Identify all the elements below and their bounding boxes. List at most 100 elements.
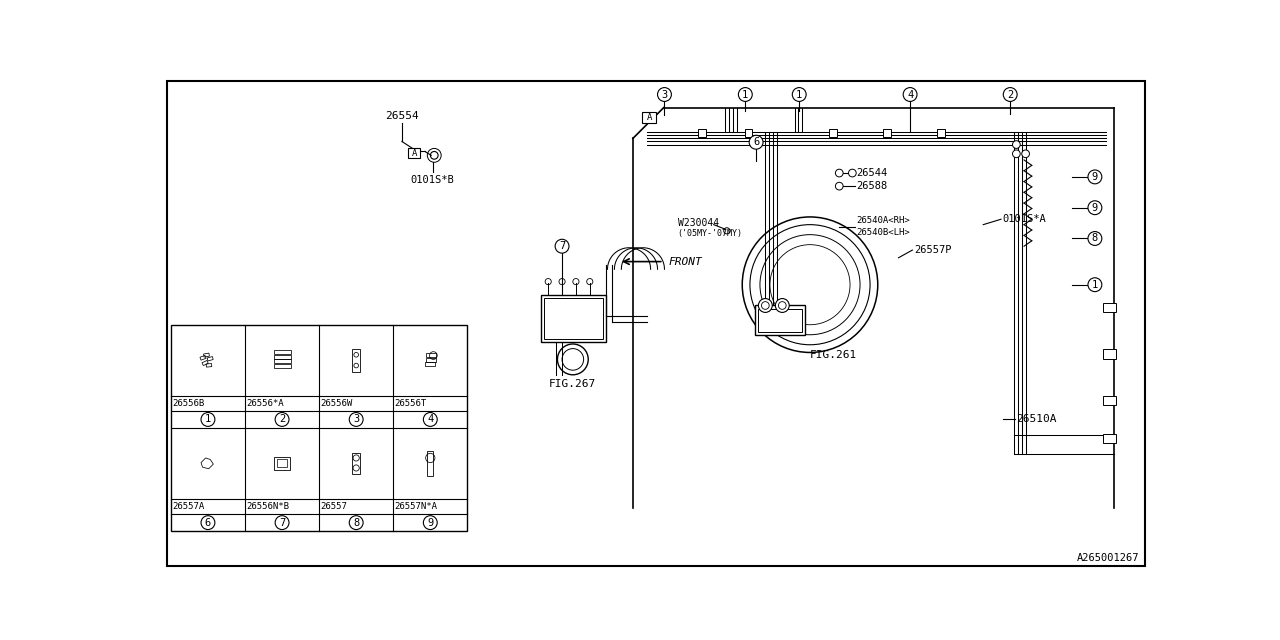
Text: 8: 8 xyxy=(353,518,360,527)
Text: A265001267: A265001267 xyxy=(1076,554,1139,563)
Bar xyxy=(1102,434,1116,444)
Text: 2: 2 xyxy=(279,415,285,424)
Text: 0101S*B: 0101S*B xyxy=(411,175,454,184)
Circle shape xyxy=(836,169,844,177)
Text: 26588: 26588 xyxy=(856,181,887,191)
Bar xyxy=(699,129,707,137)
Bar xyxy=(202,360,209,365)
Text: 9: 9 xyxy=(1092,203,1098,212)
Text: A: A xyxy=(646,113,652,122)
Bar xyxy=(274,355,291,358)
Circle shape xyxy=(1004,88,1018,101)
Text: 26556T: 26556T xyxy=(394,399,428,408)
Circle shape xyxy=(558,344,589,375)
Circle shape xyxy=(201,413,215,426)
Bar xyxy=(200,355,206,360)
Circle shape xyxy=(792,88,806,101)
Bar xyxy=(829,129,837,137)
Text: 26557N*A: 26557N*A xyxy=(394,502,438,511)
Circle shape xyxy=(1088,170,1102,184)
Circle shape xyxy=(349,516,364,529)
Text: 2: 2 xyxy=(1007,90,1014,99)
Text: 26556*A: 26556*A xyxy=(247,399,284,408)
Text: 4: 4 xyxy=(428,415,434,424)
Text: 9: 9 xyxy=(1092,172,1098,182)
Text: 8: 8 xyxy=(1092,234,1098,243)
Bar xyxy=(544,298,603,339)
Bar xyxy=(274,350,291,354)
Text: 0101S*A: 0101S*A xyxy=(1002,214,1046,224)
Text: 26557A: 26557A xyxy=(173,502,205,511)
Text: A: A xyxy=(412,149,417,158)
Text: 26540A<RH>: 26540A<RH> xyxy=(856,216,910,225)
Text: 1: 1 xyxy=(205,415,211,424)
Circle shape xyxy=(739,88,753,101)
Text: 26557: 26557 xyxy=(321,502,348,511)
Circle shape xyxy=(904,88,916,101)
Circle shape xyxy=(1088,278,1102,292)
Circle shape xyxy=(556,239,570,253)
Circle shape xyxy=(759,298,772,312)
Circle shape xyxy=(1088,201,1102,214)
Bar xyxy=(426,353,436,357)
Bar xyxy=(204,353,210,357)
Text: 26556W: 26556W xyxy=(321,399,353,408)
Circle shape xyxy=(424,413,438,426)
Text: 1: 1 xyxy=(796,90,803,99)
Bar xyxy=(1102,303,1116,312)
Circle shape xyxy=(349,413,364,426)
Circle shape xyxy=(1021,150,1029,157)
Bar xyxy=(745,129,753,137)
Circle shape xyxy=(275,413,289,426)
Circle shape xyxy=(1012,150,1020,157)
Bar xyxy=(426,358,435,362)
Bar xyxy=(274,360,291,364)
Text: 26557P: 26557P xyxy=(914,245,951,255)
Bar xyxy=(172,324,467,531)
Text: FIG.267: FIG.267 xyxy=(549,380,596,389)
Text: 26544: 26544 xyxy=(856,168,887,178)
Circle shape xyxy=(424,516,438,529)
Bar xyxy=(937,129,945,137)
Bar xyxy=(428,451,434,476)
Text: ('05MY-'07MY): ('05MY-'07MY) xyxy=(677,229,742,238)
Text: 6: 6 xyxy=(205,518,211,527)
Text: 26540B<LH>: 26540B<LH> xyxy=(856,228,910,237)
Bar xyxy=(276,460,288,467)
Text: FIG.261: FIG.261 xyxy=(809,350,856,360)
Bar xyxy=(206,364,211,367)
Bar xyxy=(1102,396,1116,405)
Circle shape xyxy=(1088,232,1102,245)
Bar xyxy=(425,362,435,366)
Bar xyxy=(352,452,360,474)
Bar xyxy=(274,457,289,470)
Circle shape xyxy=(1012,141,1020,148)
Text: FRONT: FRONT xyxy=(668,257,701,267)
Text: 26556N*B: 26556N*B xyxy=(247,502,289,511)
Circle shape xyxy=(275,516,289,529)
Text: 1: 1 xyxy=(1092,280,1098,290)
Bar xyxy=(408,148,420,159)
Text: 3: 3 xyxy=(353,415,360,424)
Text: 3: 3 xyxy=(662,90,668,99)
Text: W230044: W230044 xyxy=(677,218,718,228)
Circle shape xyxy=(742,217,878,353)
Text: 26554: 26554 xyxy=(385,111,419,122)
Circle shape xyxy=(849,169,856,177)
Text: 7: 7 xyxy=(279,518,285,527)
Text: 6: 6 xyxy=(753,137,759,147)
Bar xyxy=(755,305,805,335)
Bar xyxy=(540,294,605,342)
Circle shape xyxy=(749,135,763,149)
Bar xyxy=(758,308,801,332)
Bar xyxy=(352,349,360,372)
Text: 1: 1 xyxy=(742,90,749,99)
Text: 26556B: 26556B xyxy=(173,399,205,408)
Text: 26510A: 26510A xyxy=(1016,415,1057,424)
Circle shape xyxy=(776,298,790,312)
Text: 4: 4 xyxy=(908,90,913,99)
Bar xyxy=(883,129,891,137)
Circle shape xyxy=(658,88,672,101)
Circle shape xyxy=(836,182,844,190)
Bar xyxy=(274,364,291,368)
